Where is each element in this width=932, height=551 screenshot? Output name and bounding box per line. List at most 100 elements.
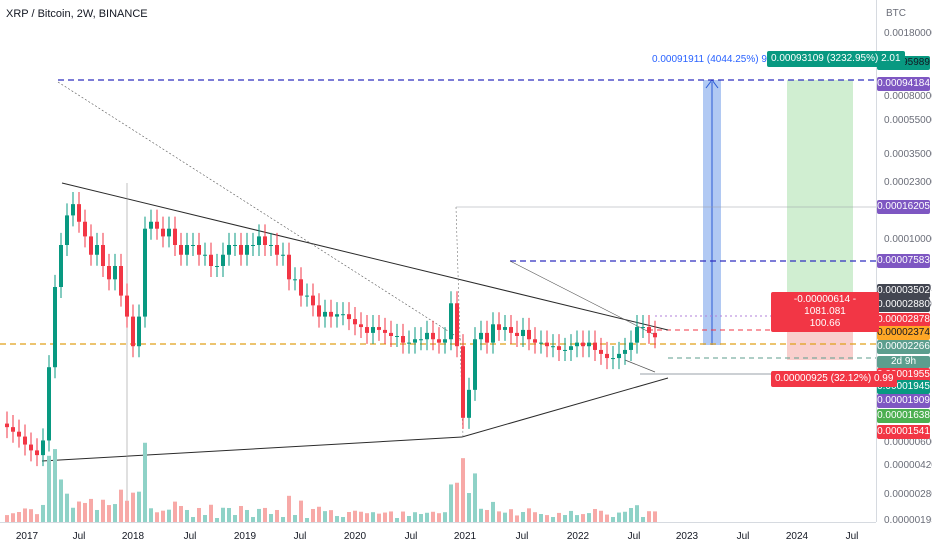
volume-bar (59, 479, 63, 522)
x-tick-label: 2017 (15, 531, 39, 542)
volume-bar (431, 511, 435, 522)
volume-bar (617, 512, 621, 522)
price-tag: 0.00094184 (877, 77, 930, 91)
candle-body (509, 327, 513, 333)
candle-body (629, 342, 633, 350)
candle-body (413, 339, 417, 343)
volume-bar (575, 515, 579, 522)
volume-bar (161, 510, 165, 522)
volume-bar (377, 513, 381, 522)
volume-bar (509, 509, 513, 522)
candle-body (443, 339, 447, 343)
candle-body (371, 327, 375, 333)
volume-bar (185, 509, 189, 522)
candle-body (101, 244, 105, 266)
volume-bar (281, 517, 285, 522)
volume-bar (347, 511, 351, 522)
volume-bar (137, 491, 141, 522)
time-axis[interactable] (0, 522, 876, 551)
candle-body (383, 329, 387, 333)
x-tick-label: Jul (293, 531, 307, 542)
candle-body (581, 342, 585, 347)
volume-bar (593, 508, 597, 522)
stop-zone (787, 330, 853, 360)
candle-body (353, 319, 357, 325)
candle-body (605, 353, 609, 359)
volume-bar (101, 499, 105, 522)
candle-body (599, 349, 603, 354)
volume-bar (515, 515, 519, 522)
volume-bar (461, 458, 465, 522)
volume-bar (35, 514, 39, 522)
volume-bar (89, 498, 93, 522)
candle-body (281, 254, 285, 256)
volume-bar (425, 512, 429, 522)
candle-body (533, 339, 537, 343)
bar-countdown: 2d 9h (877, 356, 930, 368)
volume-bar (395, 518, 399, 522)
candle-body (575, 342, 579, 347)
volume-bar (587, 513, 591, 522)
volume-bar (11, 513, 15, 522)
candle-body (593, 342, 597, 350)
candle-body (395, 336, 399, 338)
candle-body (293, 279, 297, 281)
candle-body (35, 450, 39, 456)
axis-unit-label: BTC (886, 8, 906, 19)
candle-body (515, 332, 519, 337)
price-tag: 0.00002266 (877, 340, 930, 354)
volume-bar (269, 514, 273, 522)
volume-bar (317, 506, 321, 522)
volume-bar (569, 510, 573, 522)
y-tick-label: 0.00000195 (884, 515, 932, 526)
candle-body (539, 342, 543, 344)
volume-bar (47, 455, 51, 522)
volume-bar (71, 507, 75, 522)
candle-body (365, 327, 369, 333)
candle-body (263, 236, 267, 245)
y-tick-label: 0.00000420 (884, 460, 932, 471)
volume-bar (641, 517, 645, 522)
candle-body (653, 332, 657, 338)
x-tick-label: Jul (515, 531, 529, 542)
volume-bar (335, 516, 339, 522)
candle-body (59, 244, 63, 288)
candle-body (245, 244, 249, 255)
price-tag: 0.00001638 (877, 409, 930, 423)
volume-bar (329, 510, 333, 522)
candle-body (641, 327, 645, 329)
volume-bar (83, 502, 87, 522)
candle-body (269, 244, 273, 246)
volume-bar (383, 512, 387, 522)
candle-body (329, 311, 333, 317)
candle-body (587, 342, 591, 347)
volume-bar (647, 511, 651, 522)
volume-bar (629, 507, 633, 522)
volume-bar (203, 515, 207, 522)
volume-bar (611, 517, 615, 522)
candle-body (455, 303, 459, 347)
candle-body (419, 339, 423, 341)
volume-bar (23, 508, 27, 522)
candle-body (125, 295, 129, 317)
volume-bar (635, 505, 639, 522)
volume-bar (437, 513, 441, 522)
candle-body (545, 342, 549, 347)
price-axis[interactable] (876, 0, 932, 522)
volume-bar (131, 492, 135, 522)
volume-bar (623, 511, 627, 522)
candle-body (185, 244, 189, 255)
candle-body (17, 431, 21, 437)
y-tick-label: 0.00010000 (884, 234, 932, 245)
y-tick-label: 0.00035000 (884, 149, 932, 160)
candle-body (377, 327, 381, 330)
volume-bar (605, 514, 609, 522)
volume-bar (323, 511, 327, 522)
volume-bar (5, 515, 9, 522)
candle-body (5, 423, 9, 428)
x-tick-label: Jul (72, 531, 86, 542)
price-tag: 0.00016205 (877, 200, 930, 214)
candle-body (41, 440, 45, 456)
